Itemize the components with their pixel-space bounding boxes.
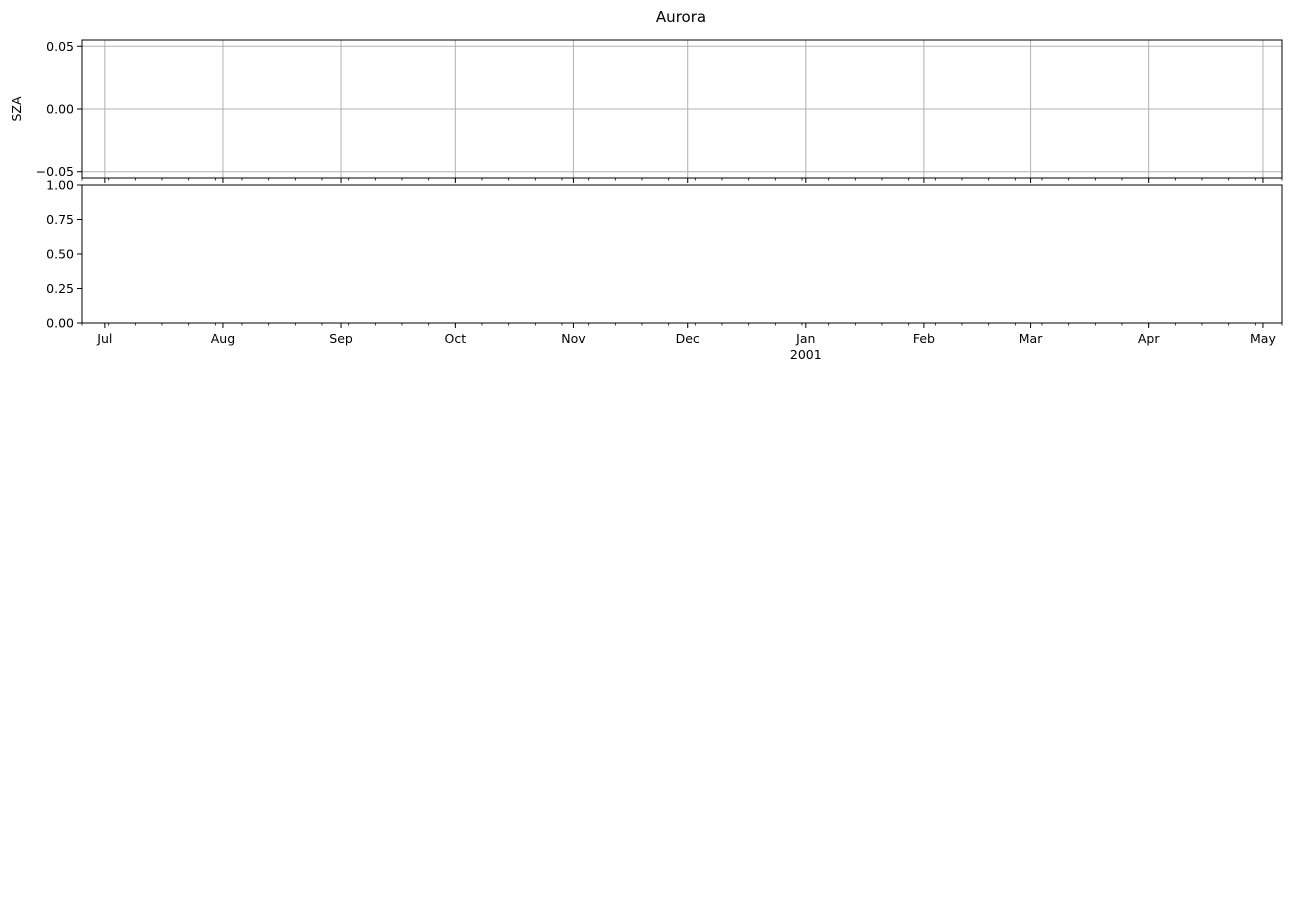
x-tick-label: Aug (211, 331, 235, 346)
x-tick-label: Sep (329, 331, 353, 346)
lower-axes: 0.00 0.25 0.50 0.75 1.00 Jul Aug Sep Oct Nov Dec J… (46, 178, 1283, 362)
x-tick-label: Feb (913, 331, 935, 346)
x-tick-label: Jul (96, 331, 112, 346)
x-tick-label: Jan (795, 331, 815, 346)
sza-y-axis-label: SZA (9, 96, 24, 121)
x-axis-year-offset-label: 2001 (790, 347, 822, 362)
x-tick-label: May (1250, 331, 1276, 346)
lower-y-ticks: 0.00 0.25 0.50 0.75 1.00 (46, 178, 82, 331)
lower-y-tick-label: 0.25 (46, 281, 74, 296)
sza-y-tick-label: 0.05 (46, 39, 74, 54)
x-tick-label: Dec (676, 331, 700, 346)
figure-title: Aurora (656, 8, 706, 26)
sza-axes: −0.05 0.00 0.05 SZA (9, 39, 1283, 183)
lower-y-tick-label: 0.50 (46, 247, 74, 262)
sza-y-tick-label: −0.05 (36, 164, 74, 179)
sza-grid (82, 40, 1282, 178)
x-tick-label: Apr (1138, 331, 1160, 346)
lower-y-tick-label: 0.75 (46, 212, 74, 227)
x-tick-label: Mar (1019, 331, 1043, 346)
lower-y-tick-label: 0.00 (46, 316, 74, 331)
lower-y-tick-label: 1.00 (46, 178, 74, 193)
lower-axes-frame (81, 184, 1283, 324)
x-tick-label: Oct (445, 331, 467, 346)
sza-y-tick-label: 0.00 (46, 102, 74, 117)
sza-axes-frame (81, 39, 1283, 179)
x-tick-label: Nov (561, 331, 586, 346)
sza-y-ticks: −0.05 0.00 0.05 (36, 39, 82, 179)
